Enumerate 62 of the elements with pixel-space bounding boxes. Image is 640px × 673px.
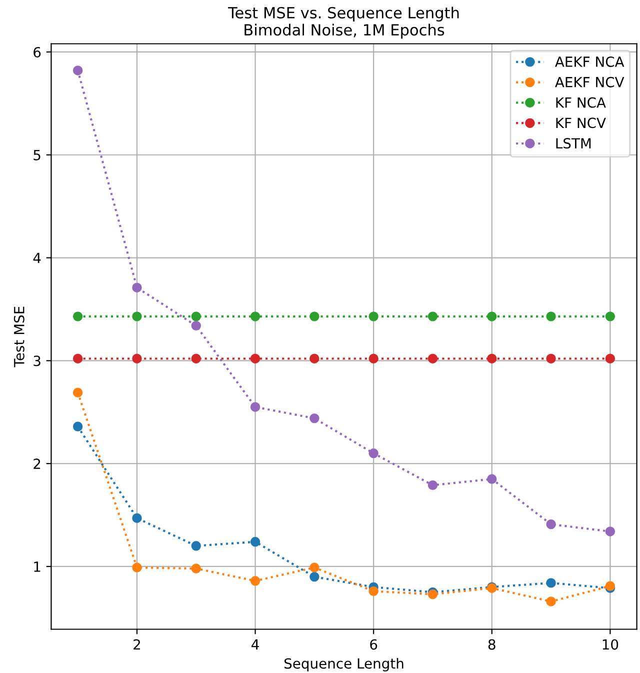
point [546,578,556,588]
point [428,354,438,364]
point [250,312,260,322]
point [191,541,201,551]
legend-label: AEKF NCA [555,56,624,67]
point [546,596,556,606]
point [72,388,83,398]
point [605,312,616,322]
point [546,354,556,364]
point [368,586,378,596]
point [132,354,142,364]
point [72,312,83,322]
y-tick-label: 2 [34,458,40,469]
point [546,312,556,322]
point [250,354,260,364]
y-axis-title: Test MSE [14,306,24,368]
point [487,474,497,484]
point [310,413,320,424]
point [428,480,438,490]
y-tick-label: 1 [34,562,40,572]
point [191,312,201,322]
legend-label: LSTM [556,138,591,149]
point [132,312,142,322]
y-tick-label: 5 [34,150,40,160]
point [191,354,201,364]
point [310,354,320,364]
legend-label: AEKF NCV [555,76,624,88]
point [368,312,378,322]
point [605,354,616,364]
point [72,66,83,76]
point [132,282,142,292]
x-tick-label: 2 [134,639,140,650]
point [605,526,616,536]
point [132,513,142,523]
point [310,562,320,572]
point [72,422,83,432]
point [428,312,438,322]
point [310,572,320,582]
x-axis-title: Sequence Length [284,658,404,672]
point [487,312,497,322]
point [191,320,201,331]
x-tick-label: 6 [370,639,378,650]
x-tick-label: 4 [252,639,259,650]
point [250,576,260,586]
point [310,312,320,322]
point [368,448,378,458]
point [546,519,556,530]
y-tick-label: 4 [33,252,41,264]
point [250,402,260,412]
point [72,354,83,364]
legend-label: KF NCA [556,97,606,108]
y-tick-label: 3 [34,356,40,366]
point [132,562,142,572]
point [191,564,201,574]
y-tick-label: 6 [34,46,41,58]
legend-label: KF NCV [556,118,606,128]
x-tick-label: 10 [602,639,618,650]
chart-title: Test MSE vs. Sequence Length Bimodal Noise, 1M Epochs [228,6,459,39]
x-tick-label: 8 [488,639,496,650]
point [368,354,378,364]
point [487,354,497,364]
point [250,536,260,547]
